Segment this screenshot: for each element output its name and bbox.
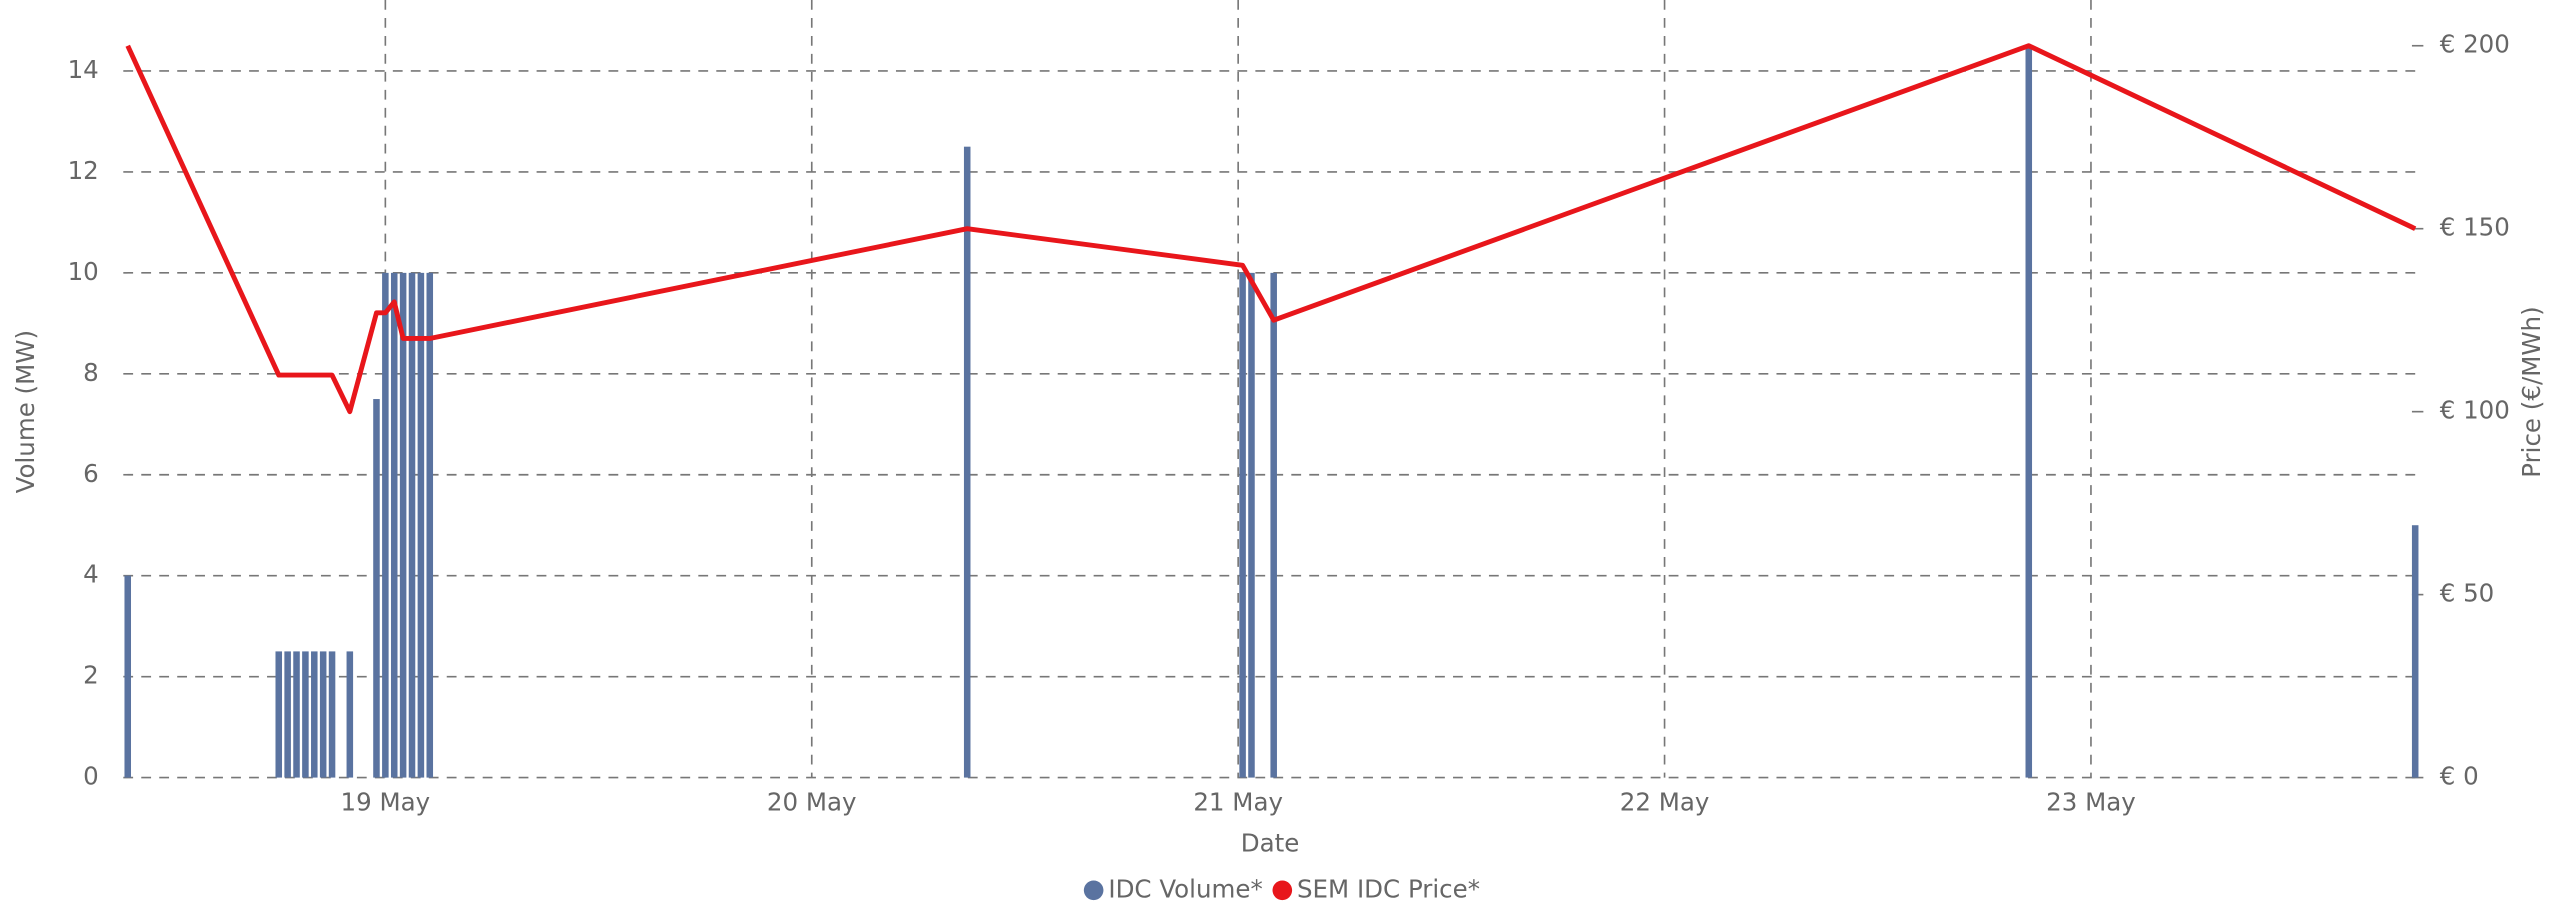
bar (284, 651, 291, 778)
bar (1270, 272, 1277, 778)
x-tick-label: 20 May (767, 788, 857, 817)
y-tick-label: 2 (83, 661, 99, 690)
bar (293, 651, 300, 778)
y2-tick-label: € 150 (2440, 213, 2510, 242)
x-axis-title: Date (1241, 829, 1300, 858)
bar (399, 272, 407, 778)
bar (319, 651, 327, 778)
y-tick-label: 8 (83, 358, 99, 387)
bar (2025, 45, 2033, 778)
legend-label: SEM IDC Price* (1297, 874, 1480, 903)
y2-tick-label: € 0 (2440, 762, 2479, 791)
bar (382, 272, 389, 778)
y-tick-label: 12 (68, 156, 99, 185)
y-tick-label: 4 (83, 560, 99, 589)
bar (390, 272, 398, 778)
x-tick-label: 21 May (1193, 788, 1283, 817)
bar (328, 651, 336, 778)
bar (417, 272, 425, 778)
bar (275, 651, 283, 778)
x-tick-label: 23 May (2046, 788, 2136, 817)
bar (124, 575, 132, 778)
bar (311, 651, 318, 778)
y2-tick-label: € 100 (2440, 396, 2510, 425)
y-tick-label: 10 (68, 257, 99, 286)
bar (963, 146, 971, 778)
legend-marker (1083, 880, 1104, 901)
price-line (125, 43, 2417, 415)
y-tick-label: 14 (68, 55, 99, 84)
y-tick-label: 6 (83, 459, 99, 488)
y2-axis-title: Price (€/MWh) (2517, 306, 2546, 477)
legend-label: IDC Volume* (1108, 874, 1262, 903)
x-tick-label: 22 May (1620, 788, 1710, 817)
bar (1239, 272, 1246, 778)
bar (373, 399, 380, 778)
y-tick-label: 0 (83, 762, 99, 791)
y2-tick-label: € 50 (2440, 579, 2495, 608)
y2-tick-label: € 200 (2440, 30, 2510, 59)
bar (346, 651, 354, 778)
legend-marker (1272, 880, 1293, 901)
bar (408, 272, 416, 778)
x-tick-label: 19 May (341, 788, 431, 817)
bar (426, 272, 434, 778)
bar (2411, 525, 2419, 778)
bar (1248, 272, 1255, 778)
y-axis-title: Volume (MW) (11, 330, 40, 493)
bar (302, 651, 309, 778)
